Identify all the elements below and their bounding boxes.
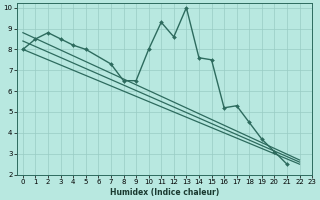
X-axis label: Humidex (Indice chaleur): Humidex (Indice chaleur) [110, 188, 219, 197]
